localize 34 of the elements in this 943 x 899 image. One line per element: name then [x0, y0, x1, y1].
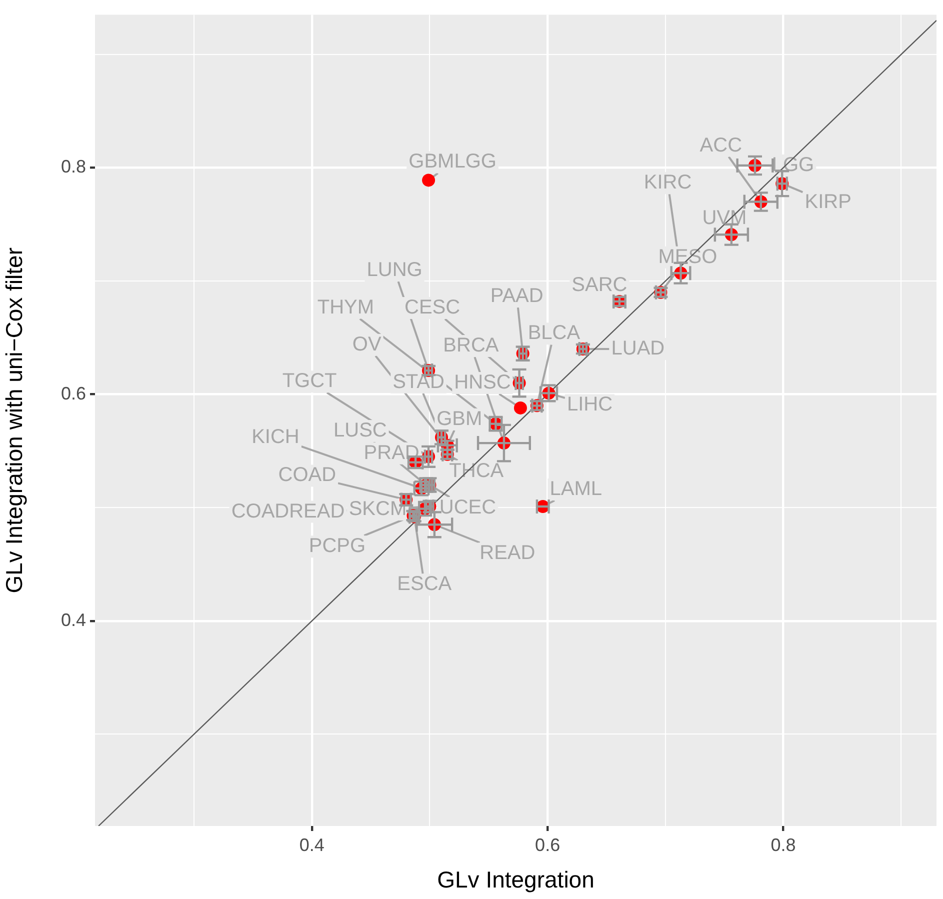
y-tick-label: 0.4: [60, 610, 86, 630]
annotation: COAD: [278, 464, 336, 486]
annotation: KICH: [252, 426, 300, 448]
annotation: PAAD: [490, 285, 544, 308]
annotation: HNSC: [454, 371, 511, 394]
annotation: LAML: [550, 478, 602, 500]
annotation: LUNG: [366, 259, 422, 282]
annotation: UCEC: [439, 496, 496, 518]
annotation: SARC: [572, 274, 628, 296]
annotation: OV: [352, 333, 382, 356]
x-tick-label: 0.6: [535, 834, 560, 855]
annotation: BLCA: [528, 322, 581, 344]
y-axis-title: GLv Integration with uni−Cox filter: [1, 247, 28, 594]
annotation: ESCA: [397, 573, 452, 596]
annotation: LIHC: [566, 394, 613, 416]
annotation: KIRC: [644, 172, 692, 194]
annotation: CESC: [404, 296, 460, 319]
annotation: KIRP: [804, 191, 852, 214]
annotation: LUAD: [611, 338, 665, 360]
annotation: ACC: [700, 134, 742, 156]
x-tick-label: 0.4: [299, 834, 324, 855]
annotation: GBM: [436, 408, 482, 430]
annotation: LUSC: [334, 419, 387, 442]
annotation: THYM: [317, 296, 374, 318]
x-axis-title: GLv Integration: [437, 866, 594, 893]
annotation: READ: [480, 542, 536, 564]
annotation: COADREAD: [231, 500, 345, 522]
annotation: TGCT: [282, 370, 337, 392]
y-tick-label: 0.8: [60, 156, 86, 177]
x-tick-label: 0.8: [770, 834, 796, 855]
y-tick-label: 0.6: [60, 383, 86, 404]
annotation: PCPG: [308, 535, 366, 558]
annotation: BRCA: [443, 334, 500, 357]
annotation: GBMLGG: [408, 150, 496, 173]
